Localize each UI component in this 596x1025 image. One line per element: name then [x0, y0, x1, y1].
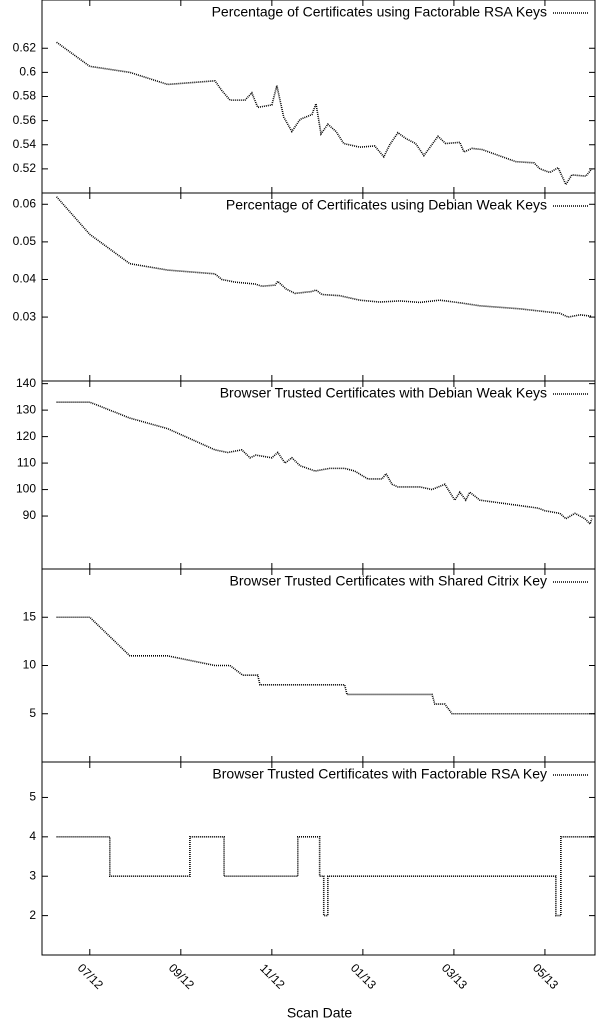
x-tick-label: 01/13: [348, 961, 379, 992]
y-tick-label: 0.58: [13, 89, 37, 103]
y-tick-label: 0.06: [13, 196, 37, 210]
y-tick-label: 0.54: [13, 137, 37, 151]
legend-label: Percentage of Certificates using Debian …: [226, 197, 547, 213]
y-tick-label: 3: [29, 868, 36, 882]
y-tick-label: 15: [23, 609, 37, 623]
x-tick-label: 07/12: [75, 961, 106, 992]
y-tick-label: 4: [29, 829, 36, 843]
y-tick-label: 2: [29, 908, 36, 922]
y-tick-label: 0.03: [13, 309, 37, 323]
y-tick-label: 120: [16, 429, 36, 443]
y-tick-label: 100: [16, 482, 36, 496]
x-tick-label: 09/12: [166, 961, 197, 992]
y-tick-label: 0.62: [13, 40, 37, 54]
panel-frame: [41, 0, 596, 194]
panel-frame: [41, 761, 596, 956]
data-line: [56, 401, 593, 526]
data-line: [56, 616, 595, 715]
x-tick-label: 03/13: [439, 961, 470, 992]
data-line: [56, 836, 595, 917]
panel-frame: [41, 568, 596, 763]
y-tick-label: 140: [16, 376, 36, 390]
y-tick-label: 130: [16, 402, 36, 416]
panel-frame: [41, 380, 596, 570]
y-tick-label: 0.56: [13, 113, 37, 127]
y-tick-label: 5: [29, 706, 36, 720]
x-tick-label: 05/13: [530, 961, 561, 992]
y-tick-label: 5: [29, 790, 36, 804]
y-tick-label: 110: [17, 455, 36, 469]
y-tick-label: 0.05: [13, 234, 37, 248]
x-tick-label: 11/12: [257, 961, 288, 992]
panel-frame: [41, 192, 596, 382]
y-tick-label: 10: [23, 658, 37, 672]
y-tick-label: 90: [23, 508, 37, 522]
data-line: [55, 196, 592, 318]
y-tick-label: 0.52: [13, 161, 37, 175]
x-axis-label: Scan Date: [287, 1005, 353, 1021]
legend-label: Percentage of Certificates using Factora…: [212, 4, 547, 20]
legend-label: Browser Trusted Certificates with Debian…: [220, 385, 547, 401]
y-tick-label: 0.6: [19, 65, 36, 79]
legend-label: Browser Trusted Certificates with Factor…: [212, 766, 547, 782]
data-line: [56, 41, 593, 187]
y-tick-label: 0.04: [13, 272, 37, 286]
legend-label: Browser Trusted Certificates with Shared…: [230, 573, 547, 589]
